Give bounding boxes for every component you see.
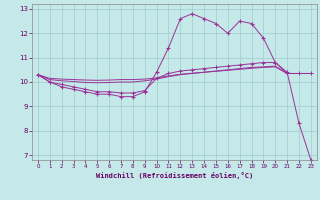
X-axis label: Windchill (Refroidissement éolien,°C): Windchill (Refroidissement éolien,°C) xyxy=(96,172,253,179)
